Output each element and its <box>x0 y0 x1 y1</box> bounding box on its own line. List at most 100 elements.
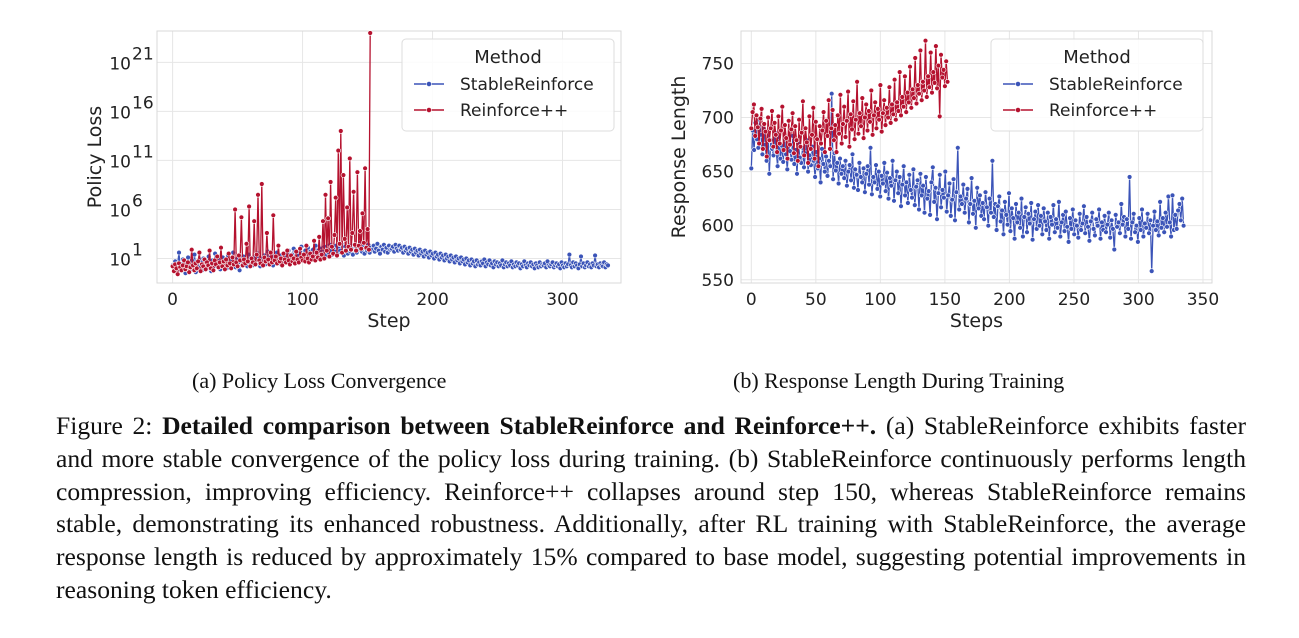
data-point <box>364 226 371 232</box>
data-point <box>911 95 917 101</box>
data-point <box>1020 233 1026 240</box>
data-point <box>349 230 355 236</box>
data-point <box>1151 208 1158 215</box>
y-tick-base: 10 <box>109 152 131 172</box>
data-point <box>1106 210 1112 216</box>
data-point <box>859 95 866 101</box>
plot-frame <box>740 30 1213 284</box>
data-point <box>889 101 895 108</box>
data-point <box>361 240 367 246</box>
data-point <box>1027 220 1033 227</box>
data-point <box>998 218 1004 225</box>
data-point <box>829 107 836 113</box>
data-point <box>753 112 760 119</box>
data-point <box>1136 215 1142 221</box>
data-point <box>938 204 944 211</box>
data-point <box>980 200 986 206</box>
data-point <box>862 189 868 195</box>
data-point <box>929 89 935 96</box>
legend: Method StableReinforce Reinforce++ <box>401 38 615 132</box>
data-point <box>842 158 849 164</box>
data-point <box>1180 223 1187 229</box>
data-point <box>884 105 890 111</box>
x-tick-label: 250 <box>1058 290 1090 310</box>
data-point <box>791 161 798 167</box>
data-point <box>203 266 209 272</box>
data-point <box>863 101 869 108</box>
data-point <box>903 109 909 115</box>
data-point <box>759 151 766 158</box>
data-point <box>780 147 787 153</box>
data-point <box>1103 229 1109 235</box>
data-point <box>206 247 213 254</box>
data-point <box>966 219 972 226</box>
data-point <box>935 62 942 69</box>
data-point <box>1118 201 1124 207</box>
figure-label: Figure 2: <box>56 411 153 440</box>
data-point <box>926 188 932 194</box>
data-point <box>921 87 927 94</box>
data-point <box>900 103 907 110</box>
data-point <box>254 251 260 258</box>
data-point <box>1024 229 1030 235</box>
y-tick-base: 10 <box>109 201 131 221</box>
data-point <box>940 67 947 73</box>
data-point <box>1002 199 1008 205</box>
data-point <box>880 110 886 116</box>
data-point <box>848 177 854 184</box>
data-point <box>1078 227 1084 233</box>
data-point <box>297 246 303 252</box>
data-point <box>1009 205 1015 212</box>
data-point <box>996 193 1002 200</box>
data-point <box>222 266 228 272</box>
data-point <box>1054 225 1061 231</box>
data-point <box>942 168 948 175</box>
data-point <box>952 217 958 224</box>
data-point <box>795 158 801 164</box>
y-tick-label: 550 <box>702 271 734 291</box>
y-tick-base: 10 <box>109 103 131 123</box>
data-point <box>247 263 254 269</box>
data-point <box>1074 223 1080 229</box>
data-point <box>1114 224 1120 230</box>
data-point <box>913 184 919 190</box>
data-point <box>1010 215 1016 221</box>
data-point <box>839 140 845 147</box>
data-point <box>189 247 195 253</box>
data-point <box>765 114 771 121</box>
data-point <box>1045 210 1051 216</box>
data-point <box>175 271 181 277</box>
data-point <box>885 195 892 202</box>
data-point <box>941 194 947 201</box>
legend-title: Method <box>1063 47 1131 68</box>
data-point <box>905 200 911 206</box>
data-point <box>826 97 832 103</box>
data-point <box>293 248 299 255</box>
data-point <box>751 147 757 153</box>
data-point <box>835 112 841 119</box>
data-point <box>840 163 846 169</box>
data-point <box>804 139 810 146</box>
y-tick-exponent: 21 <box>132 44 154 64</box>
y-axis-label: Policy Loss <box>84 106 106 208</box>
data-point <box>973 225 979 231</box>
data-point <box>228 265 234 271</box>
data-point <box>357 228 363 234</box>
data-point <box>769 108 775 114</box>
data-point <box>902 192 908 199</box>
data-point <box>827 163 834 169</box>
data-point <box>970 211 976 217</box>
data-point <box>899 94 906 100</box>
data-point <box>1083 214 1090 220</box>
data-point <box>796 116 802 123</box>
legend-label: Reinforce++ <box>460 101 568 121</box>
data-point <box>1038 213 1044 219</box>
data-point <box>849 151 856 158</box>
data-point <box>1043 227 1050 233</box>
data-point <box>817 179 824 186</box>
data-point <box>1003 212 1009 218</box>
data-point <box>771 120 778 126</box>
data-point <box>783 135 789 141</box>
data-point <box>279 262 285 269</box>
